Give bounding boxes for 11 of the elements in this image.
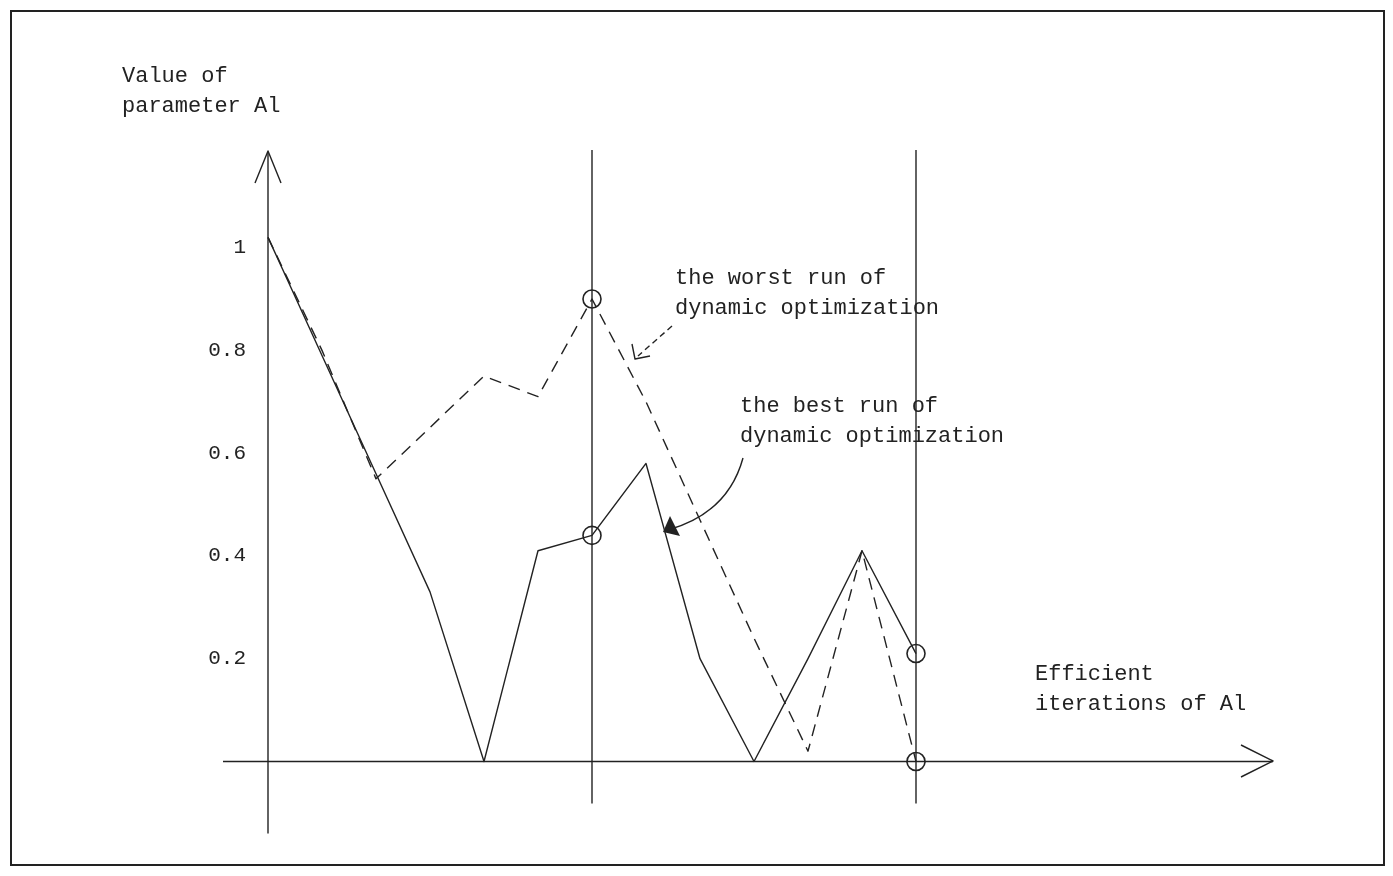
point <box>906 643 926 664</box>
y-tick-label: 0.4 <box>208 544 246 568</box>
y-axis-title: Value of parameter Al <box>122 63 281 121</box>
point <box>582 289 602 309</box>
y-tick-label: 1 <box>233 236 246 260</box>
point <box>582 525 602 546</box>
y-tick-label: 0.8 <box>208 338 246 362</box>
x-axis-title: Efficient iterations of Al <box>1035 661 1247 719</box>
y-tick-label: 0.6 <box>208 441 246 465</box>
point <box>906 751 926 772</box>
y-tick-label: 0.2 <box>208 647 246 671</box>
